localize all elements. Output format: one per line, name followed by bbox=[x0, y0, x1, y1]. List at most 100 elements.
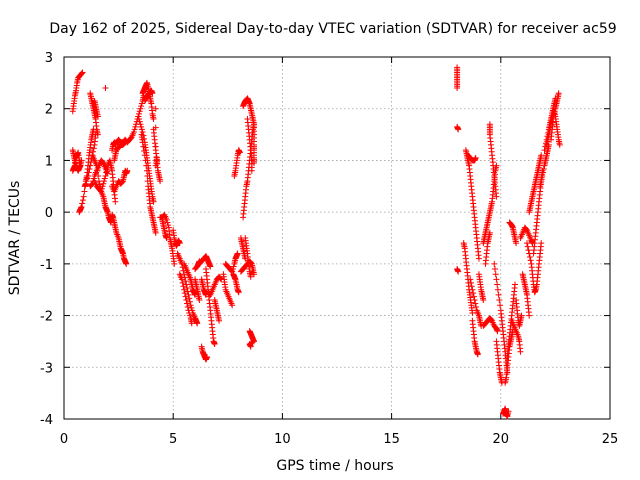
data-point-marker bbox=[139, 128, 146, 135]
data-point-marker bbox=[229, 268, 236, 275]
x-axis-label: GPS time / hours bbox=[276, 458, 393, 474]
data-point-marker bbox=[494, 281, 501, 288]
data-point-marker bbox=[178, 276, 185, 283]
data-point-marker bbox=[505, 408, 512, 415]
data-point-marker bbox=[83, 178, 90, 185]
data-point-marker bbox=[101, 178, 108, 185]
data-point-marker bbox=[473, 303, 480, 310]
data-point-marker bbox=[139, 139, 146, 146]
data-point-marker bbox=[185, 307, 192, 314]
data-point-marker bbox=[149, 90, 156, 97]
data-point-marker bbox=[157, 178, 164, 185]
data-point-marker bbox=[81, 188, 88, 195]
data-point-marker bbox=[469, 286, 476, 293]
data-point-marker bbox=[229, 266, 236, 273]
data-point-marker bbox=[204, 353, 211, 360]
data-point-marker bbox=[518, 312, 525, 319]
data-point-marker bbox=[524, 243, 531, 250]
y-tick-label: -4 bbox=[40, 413, 53, 428]
data-point-marker bbox=[85, 169, 92, 176]
data-point-marker bbox=[137, 121, 144, 128]
data-point-marker bbox=[77, 162, 84, 169]
data-point-marker bbox=[470, 290, 477, 297]
data-point-marker bbox=[102, 172, 109, 179]
data-point-marker bbox=[488, 316, 495, 323]
data-point-marker bbox=[181, 286, 188, 293]
y-tick-label: 0 bbox=[45, 206, 53, 221]
data-point-marker bbox=[176, 240, 183, 247]
data-point-marker bbox=[152, 124, 159, 131]
data-point-marker bbox=[480, 297, 487, 304]
data-point-marker bbox=[247, 343, 254, 350]
data-point-marker bbox=[93, 162, 100, 169]
data-point-marker bbox=[121, 140, 128, 147]
data-point-marker bbox=[142, 157, 149, 164]
data-point-marker bbox=[131, 126, 138, 133]
data-point-marker bbox=[102, 85, 109, 92]
data-point-marker bbox=[141, 147, 148, 154]
data-point-marker bbox=[152, 105, 159, 112]
data-point-marker bbox=[98, 185, 105, 192]
data-point-marker bbox=[495, 291, 502, 298]
x-tick-label: 25 bbox=[602, 432, 619, 447]
data-point-marker bbox=[164, 219, 171, 226]
data-point-marker bbox=[78, 203, 85, 210]
data-point-marker bbox=[136, 118, 143, 125]
data-point-marker bbox=[130, 128, 137, 135]
data-point-marker bbox=[556, 141, 563, 148]
data-point-marker bbox=[537, 183, 544, 190]
data-point-marker bbox=[217, 275, 224, 282]
data-point-marker bbox=[526, 312, 533, 319]
data-point-marker bbox=[135, 116, 142, 123]
data-point-marker bbox=[95, 172, 102, 179]
data-point-marker bbox=[138, 100, 145, 107]
data-point-marker bbox=[183, 297, 190, 304]
data-point-marker bbox=[251, 271, 258, 278]
data-point-marker bbox=[87, 162, 94, 169]
data-point-marker bbox=[153, 160, 160, 167]
data-point-marker bbox=[523, 226, 530, 233]
data-point-marker bbox=[491, 266, 498, 273]
data-point-marker bbox=[99, 159, 106, 166]
plot-frame bbox=[63, 56, 611, 420]
data-point-marker bbox=[475, 255, 482, 262]
data-point-marker bbox=[80, 193, 87, 200]
data-point-marker bbox=[138, 123, 145, 130]
data-point-marker bbox=[143, 162, 150, 169]
data-point-marker bbox=[141, 152, 148, 159]
x-tick-label: 10 bbox=[274, 432, 291, 447]
data-point-marker bbox=[184, 303, 191, 310]
data-point-marker bbox=[101, 175, 108, 182]
axis-ticks bbox=[63, 56, 611, 420]
data-point-marker bbox=[123, 260, 130, 267]
data-point-marker bbox=[103, 169, 110, 176]
data-point-marker bbox=[497, 302, 504, 309]
y-axis-label: SDTVAR / TECUs bbox=[7, 181, 23, 296]
data-point-marker bbox=[539, 172, 546, 179]
data-point-marker bbox=[525, 247, 532, 254]
data-point-marker bbox=[79, 69, 86, 76]
data-point-marker bbox=[94, 113, 101, 120]
data-point-marker bbox=[513, 240, 520, 247]
data-point-marker bbox=[122, 139, 129, 146]
data-point-marker bbox=[186, 309, 193, 316]
x-tick-label: 15 bbox=[383, 432, 400, 447]
data-point-marker bbox=[188, 304, 195, 311]
data-point-marker bbox=[179, 279, 186, 286]
data-point-marker bbox=[94, 131, 101, 138]
x-tick-label: 0 bbox=[60, 432, 68, 447]
data-point-marker bbox=[538, 240, 545, 247]
data-point-marker bbox=[150, 116, 157, 123]
data-point-marker bbox=[137, 105, 144, 112]
data-point-marker bbox=[526, 253, 533, 260]
data-point-marker bbox=[454, 85, 461, 92]
data-point-marker bbox=[467, 279, 474, 286]
data-point-marker bbox=[144, 178, 151, 185]
data-point-marker bbox=[494, 328, 501, 335]
data-point-marker bbox=[236, 149, 243, 156]
data-point-marker bbox=[468, 283, 475, 290]
data-point-marker bbox=[494, 286, 501, 293]
data-point-marker bbox=[90, 175, 97, 182]
data-point-marker bbox=[90, 148, 97, 155]
